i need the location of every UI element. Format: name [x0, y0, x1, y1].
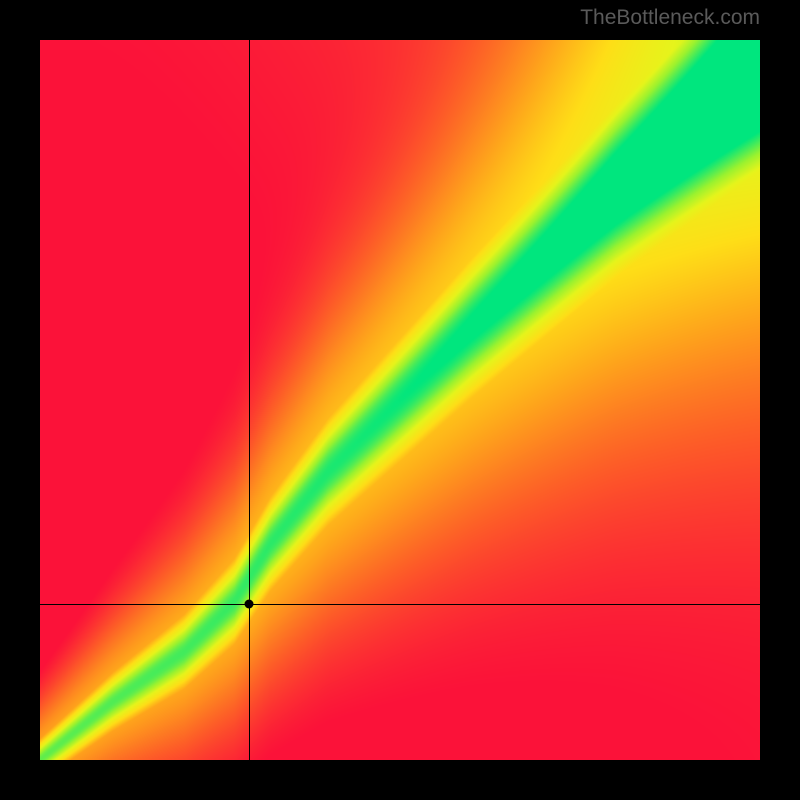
watermark-text: TheBottleneck.com [580, 6, 760, 30]
crosshair-horizontal [40, 604, 760, 605]
selection-marker [244, 600, 253, 609]
crosshair-vertical [249, 40, 250, 760]
heatmap-plot [40, 40, 760, 760]
chart-frame: TheBottleneck.com [0, 0, 800, 800]
heatmap-canvas [40, 40, 760, 760]
